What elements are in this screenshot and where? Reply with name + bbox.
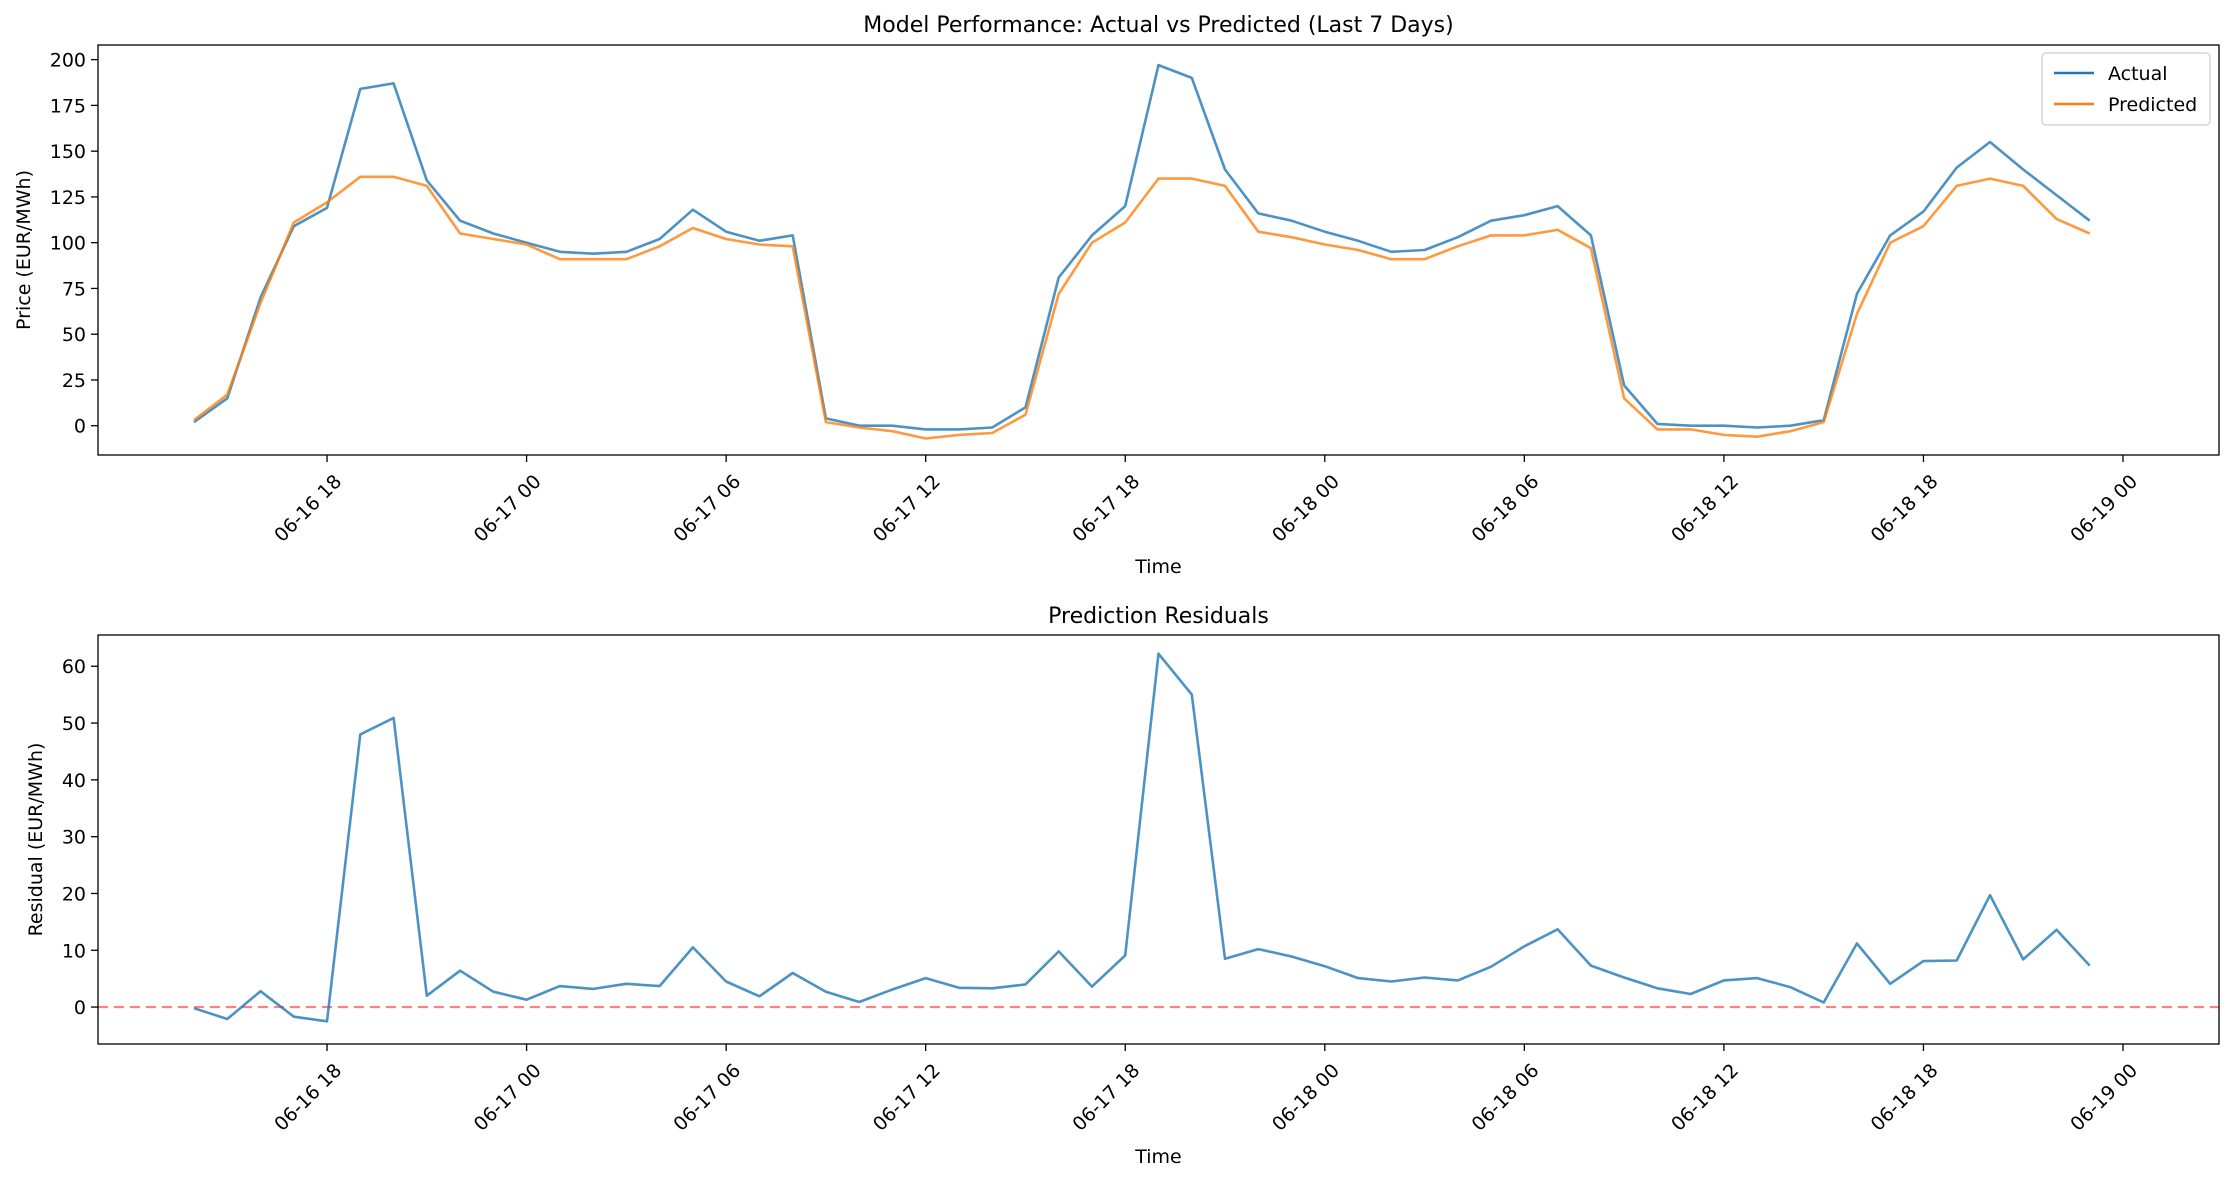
chart-title: Prediction Residuals [1048, 604, 1269, 629]
y-axis-ticks: 0 25 50 75 100 125 150 175 200 [50, 50, 98, 438]
y-tick-label: 60 [62, 656, 86, 678]
y-axis-ticks: 0 10 20 30 40 50 60 [62, 656, 98, 1019]
plot-frame [97, 634, 2220, 1045]
chart-title: Model Performance: Actual vs Predicted (… [863, 13, 1453, 38]
series-group [193, 63, 2091, 440]
y-tick-label: 0 [74, 416, 86, 438]
y-tick-label: 50 [62, 324, 86, 346]
legend-label-predicted: Predicted [2108, 94, 2197, 116]
y-axis-label: Residual (EUR/MWh) [25, 743, 47, 937]
y-tick-label: 10 [62, 940, 86, 962]
y-tick-label: 50 [62, 713, 86, 735]
y-tick-label: 150 [50, 141, 86, 163]
y-tick-label: 125 [50, 187, 86, 209]
x-axis-label: Time [1134, 556, 1182, 578]
y-tick-label: 100 [50, 233, 86, 255]
series-group [193, 652, 2091, 1023]
x-axis-label: Time [1134, 1146, 1182, 1168]
series-line-actual [193, 63, 2091, 431]
y-tick-label: 0 [74, 997, 86, 1019]
y-tick-label: 25 [62, 370, 86, 392]
y-tick-label: 75 [62, 278, 86, 300]
y-tick-label: 20 [62, 883, 86, 905]
y-axis-label: Price (EUR/MWh) [13, 170, 35, 330]
y-tick-label: 200 [50, 50, 86, 72]
series-line-residual [193, 652, 2091, 1023]
legend-label-actual: Actual [2108, 63, 2168, 85]
series-line-predicted [193, 175, 2091, 440]
y-tick-label: 175 [50, 95, 86, 117]
legend: Actual Predicted [2041, 52, 2211, 126]
y-tick-label: 40 [62, 770, 86, 792]
legend-box [2041, 52, 2211, 126]
y-tick-label: 30 [62, 827, 86, 849]
plot-frame [97, 44, 2220, 456]
